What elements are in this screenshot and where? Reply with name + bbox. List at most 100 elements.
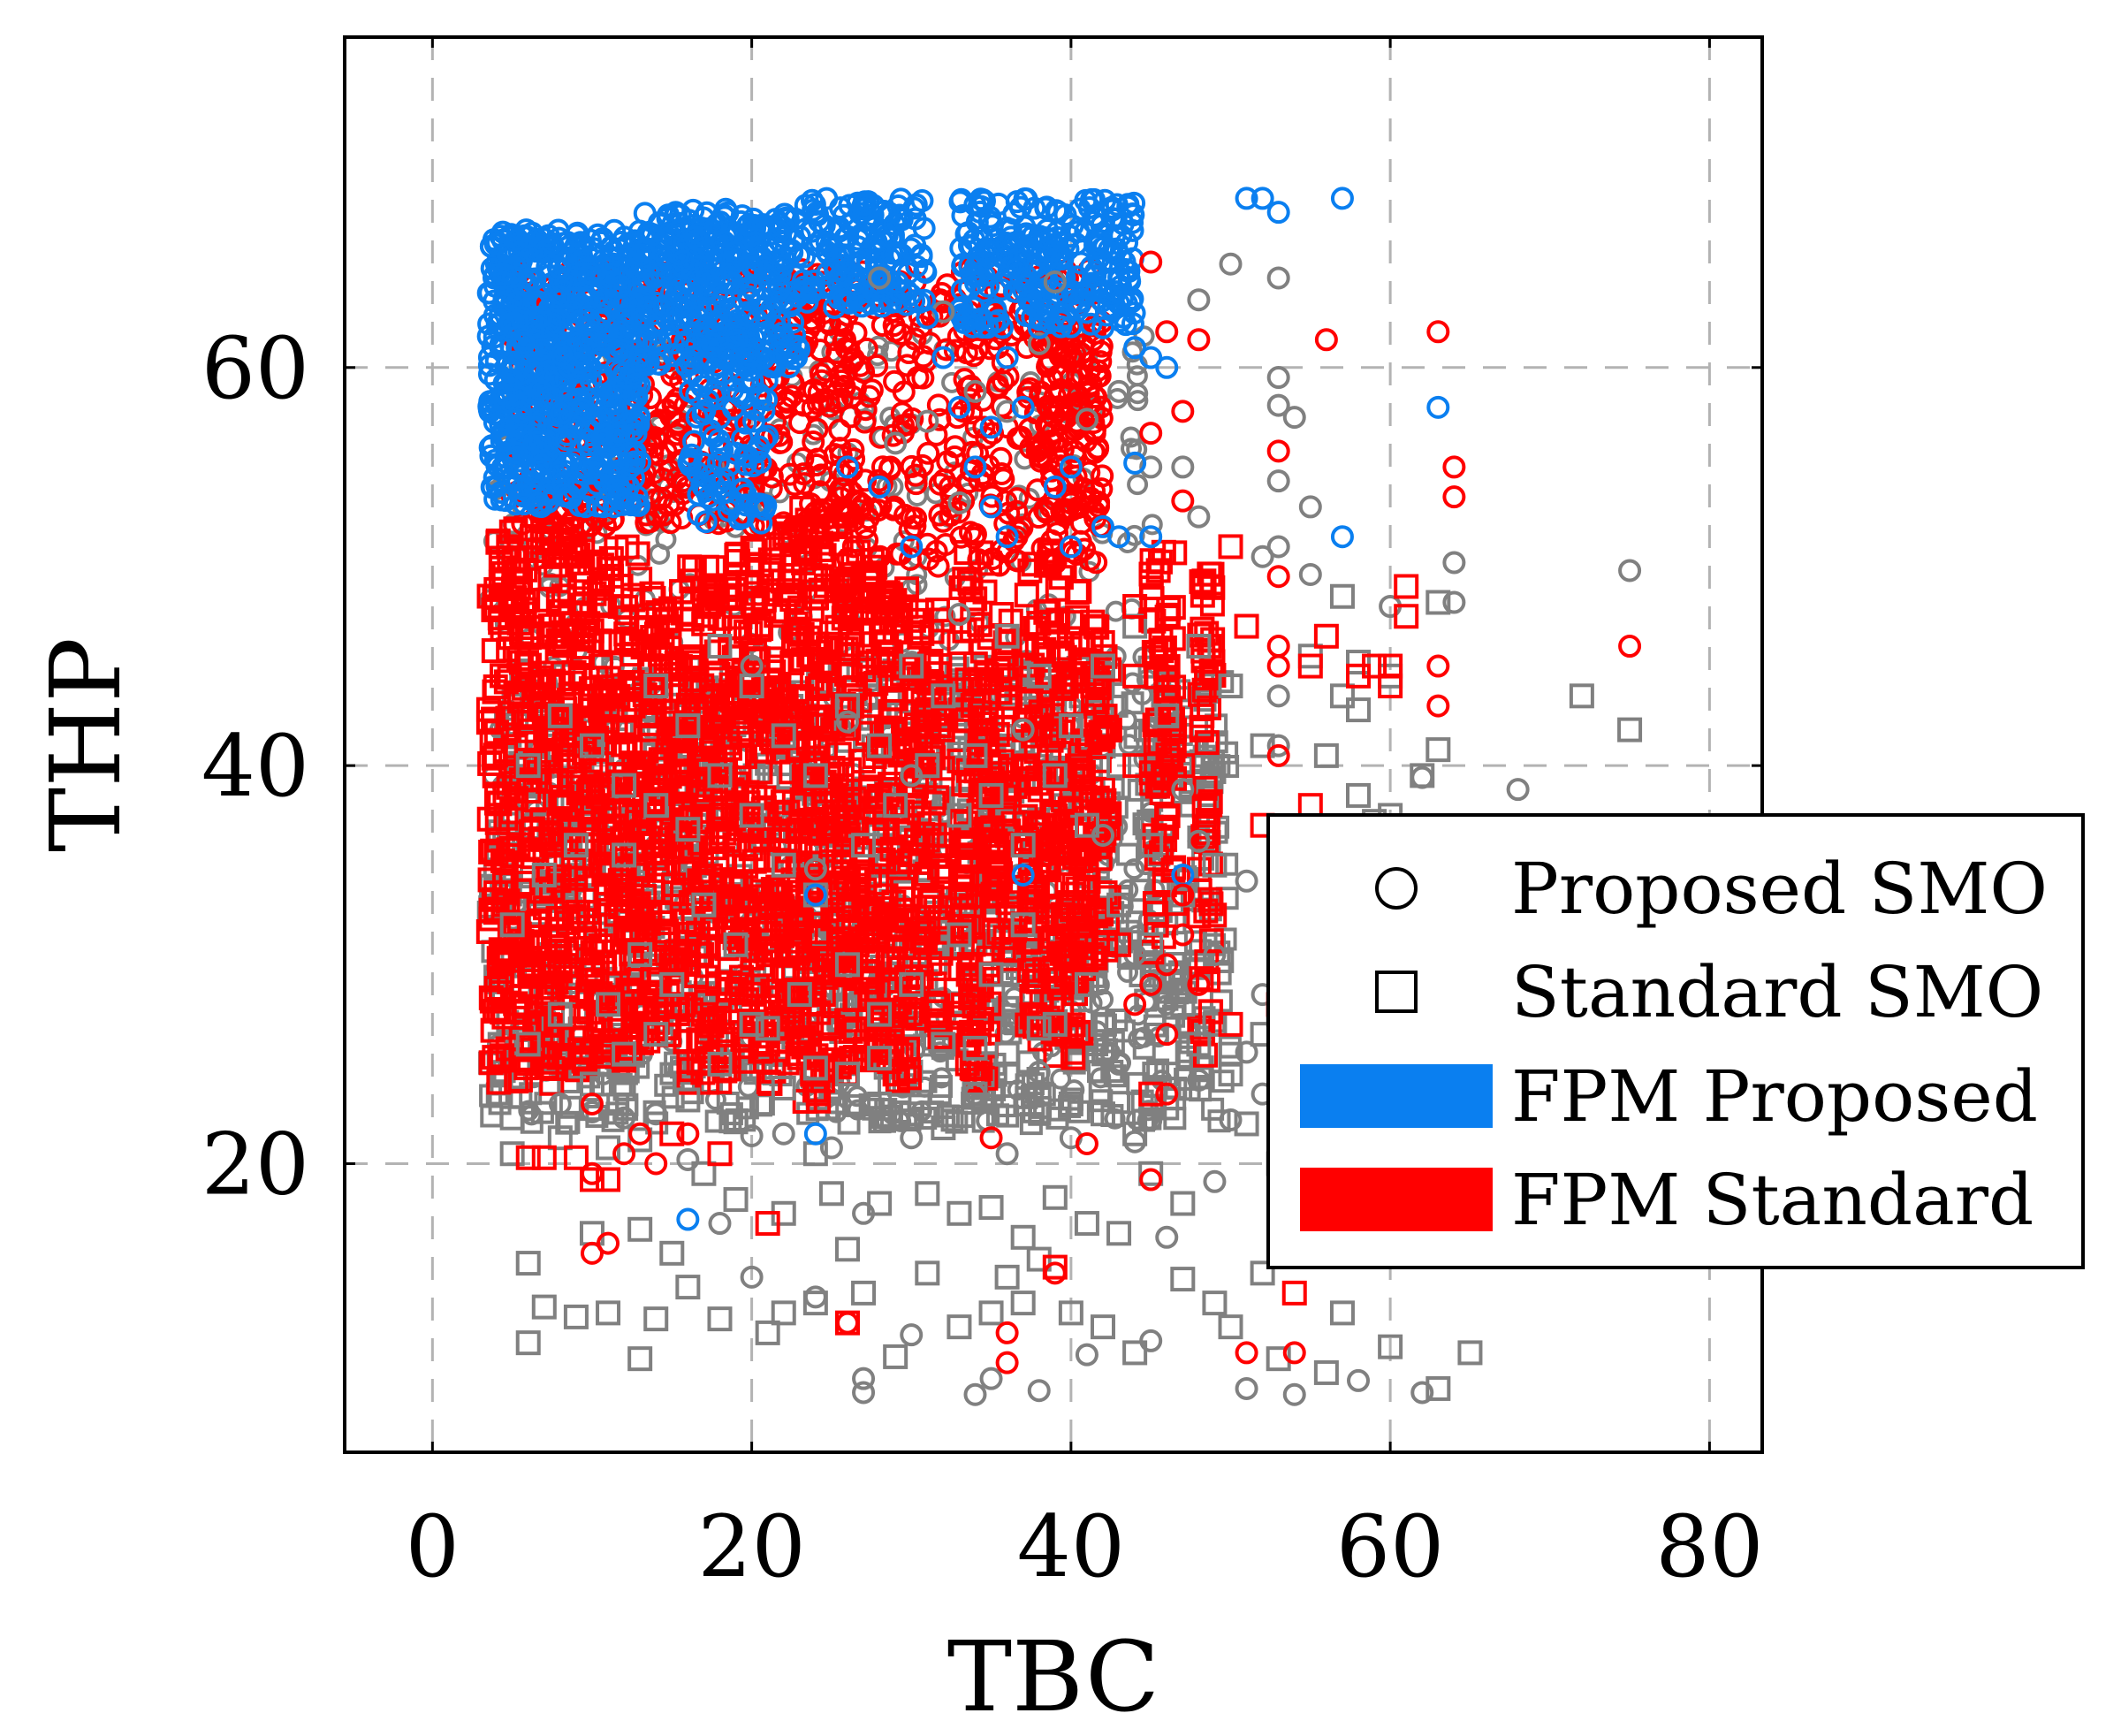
density-marker (1138, 760, 1164, 786)
density-marker (1194, 730, 1220, 756)
density-marker (1022, 968, 1047, 994)
density-marker (696, 933, 721, 959)
density-marker (923, 990, 948, 1016)
density-marker (651, 923, 677, 948)
density-marker (550, 785, 575, 811)
density-marker (693, 905, 718, 931)
density-marker (1141, 514, 1163, 536)
density-marker (816, 309, 840, 333)
density-marker (916, 547, 940, 571)
density-marker (1186, 903, 1212, 929)
density-marker (869, 720, 894, 746)
density-marker (642, 846, 668, 872)
density-marker (835, 569, 861, 595)
density-marker (508, 650, 534, 675)
density-marker (1090, 776, 1115, 802)
density-marker (975, 1020, 1000, 1046)
density-marker (539, 1070, 565, 1096)
density-marker (930, 756, 955, 781)
density-marker (1200, 575, 1226, 600)
density-marker (476, 583, 502, 609)
density-marker (709, 803, 734, 828)
density-marker (730, 919, 756, 945)
density-marker (957, 570, 983, 596)
density-marker (802, 310, 826, 334)
density-marker (1053, 504, 1076, 528)
density-marker (996, 540, 1020, 564)
density-marker (795, 509, 819, 533)
density-marker (1199, 591, 1225, 617)
density-marker (1013, 803, 1038, 829)
density-marker (741, 849, 767, 874)
density-marker (555, 1111, 579, 1135)
density-marker (1053, 841, 1078, 866)
density-marker (792, 538, 817, 564)
density-marker (755, 1032, 780, 1057)
density-marker (900, 792, 925, 818)
density-marker (518, 1100, 540, 1122)
density-marker (1050, 643, 1076, 668)
density-marker (987, 680, 1013, 705)
density-marker (1081, 689, 1106, 714)
density-marker (528, 694, 554, 720)
density-marker (657, 493, 680, 517)
density-marker (1021, 885, 1046, 910)
density-marker (1144, 773, 1170, 799)
density-marker (605, 741, 631, 766)
density-marker (804, 706, 830, 732)
density-marker (772, 511, 795, 535)
density-marker (814, 919, 840, 945)
density-marker (1143, 731, 1168, 757)
density-marker (1079, 486, 1103, 510)
density-marker (1064, 580, 1090, 605)
density-marker (848, 491, 871, 514)
density-marker (760, 877, 786, 902)
density-marker (1202, 902, 1228, 928)
density-marker (1190, 703, 1215, 728)
density-marker (1160, 626, 1186, 651)
density-marker (1067, 1019, 1092, 1045)
density-marker (1201, 1097, 1225, 1121)
density-marker (680, 706, 706, 732)
density-marker (547, 956, 573, 981)
density-marker (1140, 957, 1162, 979)
density-marker (477, 867, 503, 893)
density-marker (906, 366, 930, 390)
density-marker (732, 744, 757, 770)
density-marker (1121, 438, 1143, 460)
density-marker (1057, 384, 1081, 407)
density-marker (844, 321, 868, 345)
density-marker (1090, 407, 1114, 430)
density-marker (881, 889, 907, 915)
density-marker (788, 411, 812, 435)
density-marker (483, 674, 508, 700)
density-marker (980, 484, 1004, 508)
density-marker (476, 806, 502, 832)
density-marker (946, 630, 972, 656)
density-marker (916, 895, 941, 920)
density-marker (1056, 469, 1080, 493)
density-marker (828, 437, 852, 461)
density-marker (482, 1045, 507, 1070)
density-marker (837, 621, 863, 646)
density-marker (883, 686, 908, 712)
density-marker (901, 679, 927, 704)
density-marker (1137, 1109, 1159, 1131)
density-marker (726, 717, 752, 742)
density-marker (477, 750, 503, 776)
density-marker (928, 304, 952, 328)
density-marker (596, 819, 621, 845)
density-marker (966, 442, 990, 466)
density-marker (805, 1081, 831, 1107)
density-marker (593, 877, 619, 902)
density-marker (571, 627, 597, 652)
density-marker (627, 821, 653, 847)
density-marker (946, 406, 969, 430)
density-marker (1092, 988, 1114, 1010)
density-marker (541, 541, 566, 567)
density-marker (1189, 1078, 1213, 1102)
density-marker (797, 829, 823, 855)
density-marker (488, 937, 513, 963)
density-marker (1128, 1028, 1150, 1050)
density-marker (906, 485, 928, 507)
